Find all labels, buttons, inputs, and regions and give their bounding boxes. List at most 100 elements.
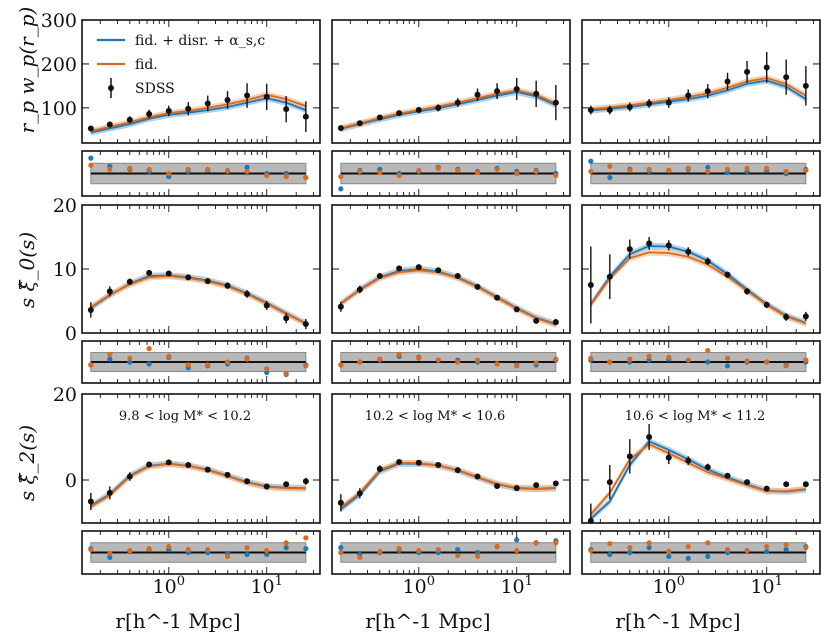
residual-xi2-col1-point-orange [88, 546, 94, 553]
panel-wp-col2-point [337, 125, 344, 132]
residual-xi0-col3-point-blue [724, 363, 731, 369]
panel-wp-col3-point [685, 92, 692, 99]
panel-wp-col1-point [263, 93, 270, 100]
panel-wp-col1-point [106, 121, 113, 128]
panel-wp-col2-line-blue [340, 91, 557, 130]
residual-xi2-col1-point-blue [107, 554, 113, 560]
mass-bin-label-3: 10.6 < log M* < 11.2 [625, 409, 765, 424]
residual-wp-col1-point-orange [303, 174, 309, 181]
residual-xi2-col2-point-orange [553, 540, 559, 546]
residual-xi2-col3-point-blue [685, 555, 691, 561]
residual-wp-col2-point-orange [514, 170, 520, 177]
residual-xi2-col3-point-blue [705, 553, 711, 560]
residual-xi2-col1-point-orange [127, 547, 133, 554]
residual-wp-col2-point-orange [455, 167, 461, 174]
panel-wp-col1-band-orange [90, 91, 306, 135]
residual-xi2-col2-point-orange [435, 546, 441, 553]
residual-xi0-col1-point-orange [88, 362, 94, 368]
panel-xi0-col1-point [204, 278, 211, 285]
residual-wp-col3-point-orange [646, 166, 652, 173]
panel-xi2-col1-point [146, 461, 153, 468]
residual-wp-col1-point-orange [88, 162, 94, 168]
panel-wp-col2-point [376, 114, 383, 121]
residual-wp-col2-point-orange [553, 172, 559, 179]
panel-xi0-col2-band-orange [340, 267, 556, 328]
panel-xi0-col1-ytick-label: 10 [53, 259, 77, 281]
panel-wp-col3-point [626, 103, 633, 110]
residual-xi2-col3-point-orange [724, 546, 731, 553]
residual-xi0-col2-point-orange [416, 355, 422, 361]
panel-xi0-col3-point [665, 242, 672, 249]
panel-xi0-col3-point [606, 273, 613, 280]
residual-xi0-col2-point-orange [494, 361, 500, 367]
panel-wp-col2-line-orange [340, 89, 557, 129]
panel-xi2-col1-ytick-label: 0 [65, 470, 77, 492]
residual-xi2-col2-point-orange [514, 547, 520, 554]
legend: fid. + disr. + α_s,c fid. SDSS [97, 33, 265, 98]
xtick-label-col3: 101 [750, 574, 782, 598]
panel-wp-col1: 100 200 300 [41, 10, 321, 144]
residual-xi2-col2-point-blue [514, 537, 520, 543]
panel-xi0-col2-point [533, 317, 540, 324]
panel-xi2-col3-point [665, 454, 672, 461]
panel-wp-col3-point [783, 74, 790, 81]
panel-wp-col1-ytick-label: 100 [41, 98, 77, 120]
panel-wp-col3-point [587, 107, 594, 114]
panel-xi2-col1-ytick-label: 20 [53, 384, 77, 406]
panel-xi2-col3-point [763, 485, 770, 492]
panel-wp-col2-point [494, 88, 501, 95]
panel-xi0-col3-point [685, 248, 692, 255]
panel-xi0-col1: 0 10 20 [53, 195, 321, 345]
residual-xi2-col1-frame [81, 530, 321, 575]
residual-wp-col1-point-blue [244, 164, 250, 170]
residual-xi2-col2-point-orange [455, 552, 461, 559]
residual-wp-col3-point-orange [685, 165, 691, 171]
panel-wp-col2 [331, 19, 571, 144]
xtick-label-col1: 100 [153, 574, 185, 598]
panel-wp-col3 [581, 19, 821, 144]
residual-wp-col3-point-orange [724, 166, 731, 173]
panel-xi2-col2-band-orange [340, 459, 556, 511]
residual-xi2-col1-point-blue [244, 551, 250, 558]
panel-xi2-col2-point [513, 485, 520, 492]
residual-xi2-col2-point-orange [416, 547, 422, 554]
residual-xi0-col1-point-orange [303, 363, 309, 369]
panel-wp-col1-frame [81, 19, 321, 144]
mass-bin-label-2: 10.2 < log M* < 10.6 [365, 409, 505, 424]
panel-xi0-col1-point [185, 274, 192, 281]
residual-wp-col2-point-orange [533, 168, 539, 175]
residual-wp-col1-point-blue [88, 155, 94, 161]
xtick-label-col2: 101 [500, 574, 532, 598]
residual-wp-col2-point-blue [338, 186, 344, 192]
residual-xi2-col3-point-orange [607, 541, 613, 547]
residual-xi0-col3 [581, 340, 821, 384]
residual-xi0-col2-point-orange [435, 357, 441, 363]
panel-wp-col1-point [185, 105, 192, 112]
residual-xi0-col3-point-orange [764, 359, 770, 365]
panel-wp-col3-point [724, 78, 731, 85]
residual-xi0-col3-point-orange [724, 355, 731, 361]
residual-xi0-col2-point-orange [514, 363, 520, 369]
residual-xi2-col3-point-orange [588, 547, 594, 554]
panel-xi2-col3-frame [581, 393, 821, 524]
panel-xi0-col1-point [165, 270, 172, 277]
panel-xi2-col1-frame [81, 393, 321, 524]
panel-xi0-col1-point [106, 288, 113, 295]
residual-xi0-col3-point-orange [685, 357, 691, 363]
residual-xi0-col3-point-orange [705, 347, 711, 354]
panel-wp-col2-point [435, 104, 442, 111]
residual-xi2-col2-point-blue [474, 549, 481, 556]
panel-xi0-col2-point [435, 267, 442, 274]
residual-xi2-col2 [331, 530, 571, 575]
y-axis-label-wp: r_p w_p(r_p) [15, 7, 39, 134]
panel-xi0-col2-point [513, 306, 520, 313]
panel-xi0-col1-ytick-label: 20 [53, 195, 77, 217]
residual-xi2-col3-point-blue [783, 546, 789, 553]
panel-wp-col1-point [302, 113, 309, 120]
panel-xi2-col1-point [126, 473, 133, 480]
panel-xi2-col1: 0 20 [53, 384, 321, 524]
panel-wp-col1-point [283, 106, 290, 113]
panel-xi2-col2-point [435, 461, 442, 468]
panel-xi2-col2-point [494, 483, 501, 490]
